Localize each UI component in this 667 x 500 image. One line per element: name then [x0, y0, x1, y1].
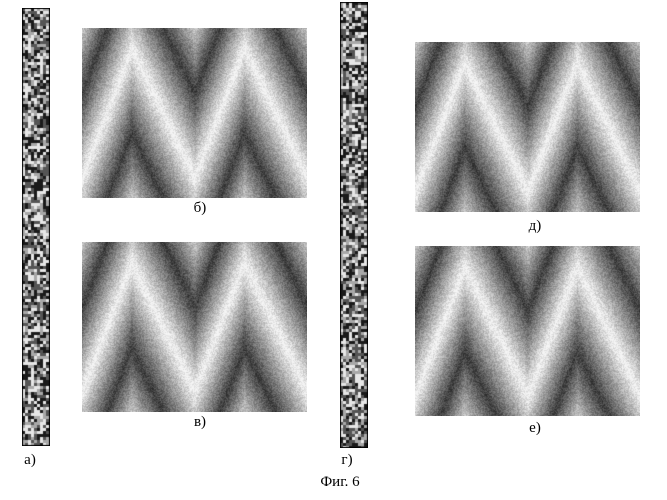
zigzag-d	[415, 42, 640, 212]
label-a: а)	[15, 452, 45, 469]
label-e: е)	[520, 420, 550, 437]
label-b: б)	[185, 200, 215, 217]
panel-b	[82, 28, 307, 198]
label-d: д)	[520, 218, 550, 235]
zigzag-e	[415, 246, 640, 416]
figure-6: а) б) в) г) д) е) Фиг. 6	[0, 0, 667, 500]
panel-g	[340, 2, 368, 448]
panel-a	[22, 8, 50, 446]
zigzag-v	[82, 242, 307, 412]
panel-d	[415, 42, 640, 212]
panel-e	[415, 246, 640, 416]
panel-v	[82, 242, 307, 412]
figure-caption: Фиг. 6	[300, 474, 380, 491]
noise-strip-g	[340, 2, 368, 448]
noise-strip-a	[22, 8, 50, 446]
zigzag-b	[82, 28, 307, 198]
label-v: в)	[185, 414, 215, 431]
label-g: г)	[332, 452, 362, 469]
